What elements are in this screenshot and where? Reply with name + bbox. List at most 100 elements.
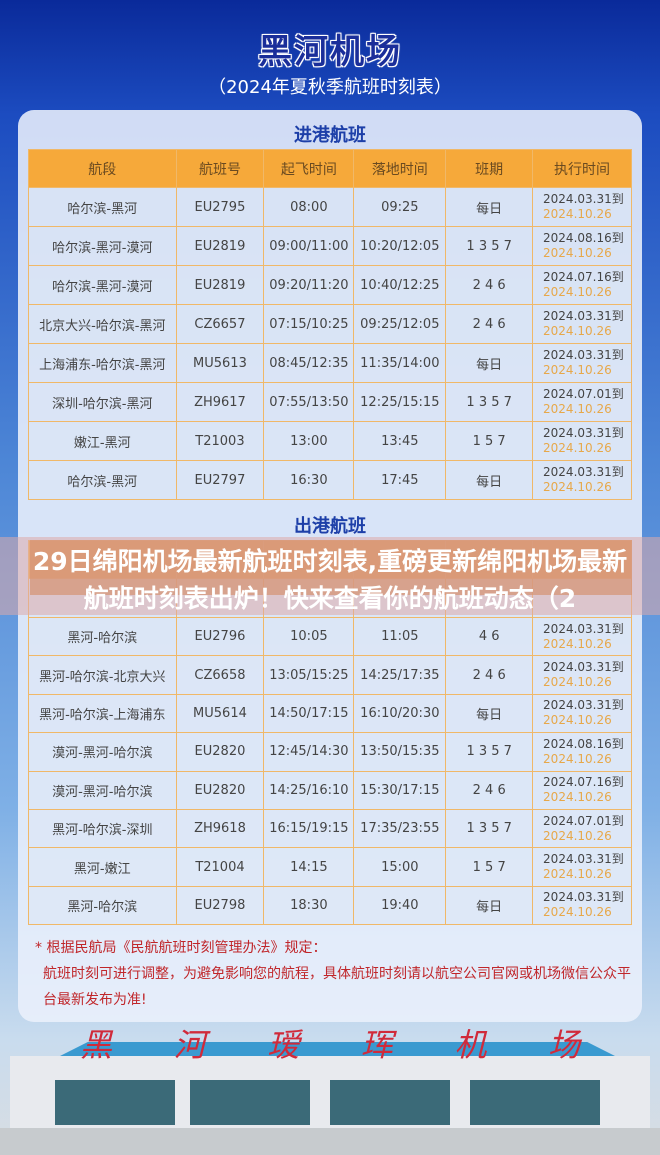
cell: 09:00/11:00: [263, 226, 355, 266]
cell: 黑河-哈尔滨-上海浦东: [28, 693, 177, 734]
table-row: 嫩江-黑河 T21003 13:00 13:45 1 5 7 2024.03.31到 202…: [28, 421, 632, 461]
overlay-box: [30, 540, 632, 595]
date-range-cell: 2024.03.31到 2024.10.26: [532, 616, 632, 657]
date-sep: 到: [611, 890, 624, 905]
cell: 14:25/17:35: [353, 655, 447, 695]
date-range-cell: 2024.03.31到 2024.10.26: [532, 885, 632, 926]
date-range-cell: 2024.03.31到 2024.10.26: [532, 655, 632, 695]
end-date: 2024.10.26: [543, 441, 612, 455]
date-sep: 到: [611, 775, 624, 790]
inbound-title: 进港航班: [294, 125, 366, 146]
cell: 北京大兴-哈尔滨-黑河: [28, 304, 177, 344]
table-row: 上海浦东-哈尔滨-黑河 MU5613 08:45/12:35 11:35/14:00 每…: [28, 343, 632, 383]
cell: EU2796: [175, 616, 265, 657]
table-row: 哈尔滨-黑河 EU2797 16:30 17:45 每日 2024.03.31到 2024.…: [28, 460, 632, 500]
table-row: 黑河-嫩江 T21004 14:15 15:00 1 5 7 2024.03.31到 202…: [28, 847, 632, 887]
notes: * 根据民航局《民航航班时刻管理办法》规定： 航班时刻可进行调整，为避免影响您的…: [35, 935, 635, 1013]
cell: EU2819: [175, 265, 265, 305]
start-date: 2024.07.16: [543, 270, 612, 284]
date-range-cell: 2024.07.01到 2024.10.26: [532, 808, 632, 849]
cell: 13:00: [263, 421, 355, 461]
cell: EU2820: [175, 770, 265, 810]
end-date: 2024.10.26: [543, 402, 612, 416]
cell: 07:15/10:25: [263, 304, 355, 344]
cell: 每日: [445, 187, 534, 227]
cell: 13:05/15:25: [263, 655, 355, 695]
end-date: 2024.10.26: [543, 867, 612, 882]
start-date: 2024.03.31: [543, 660, 612, 675]
cell: 10:05: [263, 616, 355, 657]
note-line-1: * 根据民航局《民航航班时刻管理办法》规定：: [35, 940, 327, 956]
building-sign: 黑 河 瑷 珲 机 场: [80, 1020, 580, 1066]
cell: EU2820: [175, 732, 265, 772]
cell: MU5613: [175, 343, 265, 383]
cell: 漠河-黑河-哈尔滨: [28, 770, 177, 810]
end-date: 2024.10.26: [543, 905, 612, 920]
table-row: 哈尔滨-黑河 EU2795 08:00 09:25 每日 2024.03.31到 2024.…: [28, 187, 632, 227]
sign-char: 河: [173, 1026, 206, 1064]
cell: 14:25/16:10: [263, 770, 355, 810]
article-title-overlay[interactable]: 29日绵阳机场最新航班时刻表,重磅更新绵阳机场最新航班时刻表出炉！快来查看你的航…: [0, 537, 660, 615]
date-sep: 到: [611, 192, 624, 206]
start-date: 2024.03.31: [543, 890, 612, 905]
cell: 嫩江-黑河: [28, 421, 177, 461]
table-row: 漠河-黑河-哈尔滨 EU2820 12:45/14:30 13:50/15:35 1 3…: [28, 732, 632, 772]
start-date: 2024.08.16: [543, 736, 612, 751]
note-line-2: 航班时刻可进行调整，为避免影响您的航程，具体航班时刻请以航空公司官网或机场微信公…: [43, 966, 631, 1008]
cell: 11:05: [353, 616, 447, 657]
date-sep: 到: [611, 426, 624, 440]
cell: 12:25/15:15: [353, 382, 447, 422]
cell: 11:35/14:00: [353, 343, 447, 383]
date-range-cell: 2024.03.31到 2024.10.26: [532, 847, 632, 887]
cell: 4 6: [445, 616, 534, 657]
date-range-cell: 2024.07.16到 2024.10.26: [532, 265, 632, 305]
cell: 16:10/20:30: [353, 693, 447, 734]
cell: 09:25: [353, 187, 447, 227]
table-row: 漠河-黑河-哈尔滨 EU2820 14:25/16:10 15:30/17:15 2 4…: [28, 770, 632, 810]
date-range-cell: 2024.03.31到 2024.10.26: [532, 187, 632, 227]
table-row: 哈尔滨-黑河-漠河 EU2819 09:00/11:00 10:20/12:05 1 3…: [28, 226, 632, 266]
cell: 2 4 6: [445, 265, 534, 305]
table-row: 黑河-哈尔滨 EU2796 10:05 11:05 4 6 2024.03.31到 2024…: [28, 616, 632, 657]
column-header: 落地时间: [353, 149, 447, 188]
date-sep: 到: [611, 465, 624, 479]
cell: 09:20/11:20: [263, 265, 355, 305]
end-date: 2024.10.26: [543, 675, 612, 690]
table-row: 北京大兴-哈尔滨-黑河 CZ6657 07:15/10:25 09:25/12:05 2…: [28, 304, 632, 344]
end-date: 2024.10.26: [543, 324, 612, 338]
cell: 每日: [445, 885, 534, 926]
date-sep: 到: [611, 621, 624, 636]
article-title[interactable]: 29日绵阳机场最新航班时刻表,重磅更新绵阳机场最新航班时刻表出炉！快来查看你的航…: [32, 547, 628, 613]
poster-title: 黑河机场: [258, 32, 402, 72]
cell: EU2795: [175, 187, 265, 227]
cell: 2 4 6: [445, 770, 534, 810]
date-sep: 到: [611, 270, 624, 284]
cell: 17:45: [353, 460, 447, 500]
sign-char: 黑: [80, 1026, 113, 1064]
cell: 17:35/23:55: [353, 808, 447, 849]
cell: 13:50/15:35: [353, 732, 447, 772]
cell: 10:20/12:05: [353, 226, 447, 266]
cell: MU5614: [175, 693, 265, 734]
date-sep: 到: [611, 660, 624, 675]
end-date: 2024.10.26: [543, 790, 612, 805]
end-date: 2024.10.26: [543, 285, 612, 299]
cell: 每日: [445, 693, 534, 734]
cell: 09:25/12:05: [353, 304, 447, 344]
cell: 黑河-嫩江: [28, 847, 177, 887]
cell: 黑河-哈尔滨: [28, 885, 177, 926]
start-date: 2024.03.31: [543, 192, 612, 206]
cell: 2 4 6: [445, 304, 534, 344]
cell: 16:15/19:15: [263, 808, 355, 849]
date-sep: 到: [611, 231, 624, 245]
date-sep: 到: [611, 698, 624, 713]
cell: T21003: [175, 421, 265, 461]
cell: 15:00: [353, 847, 447, 887]
cell: 1 3 5 7: [445, 226, 534, 266]
date-sep: 到: [611, 736, 624, 751]
end-date: 2024.10.26: [543, 363, 612, 377]
window: [470, 1080, 600, 1125]
cell: 10:40/12:25: [353, 265, 447, 305]
cell: EU2798: [175, 885, 265, 926]
date-sep: 到: [611, 852, 624, 867]
